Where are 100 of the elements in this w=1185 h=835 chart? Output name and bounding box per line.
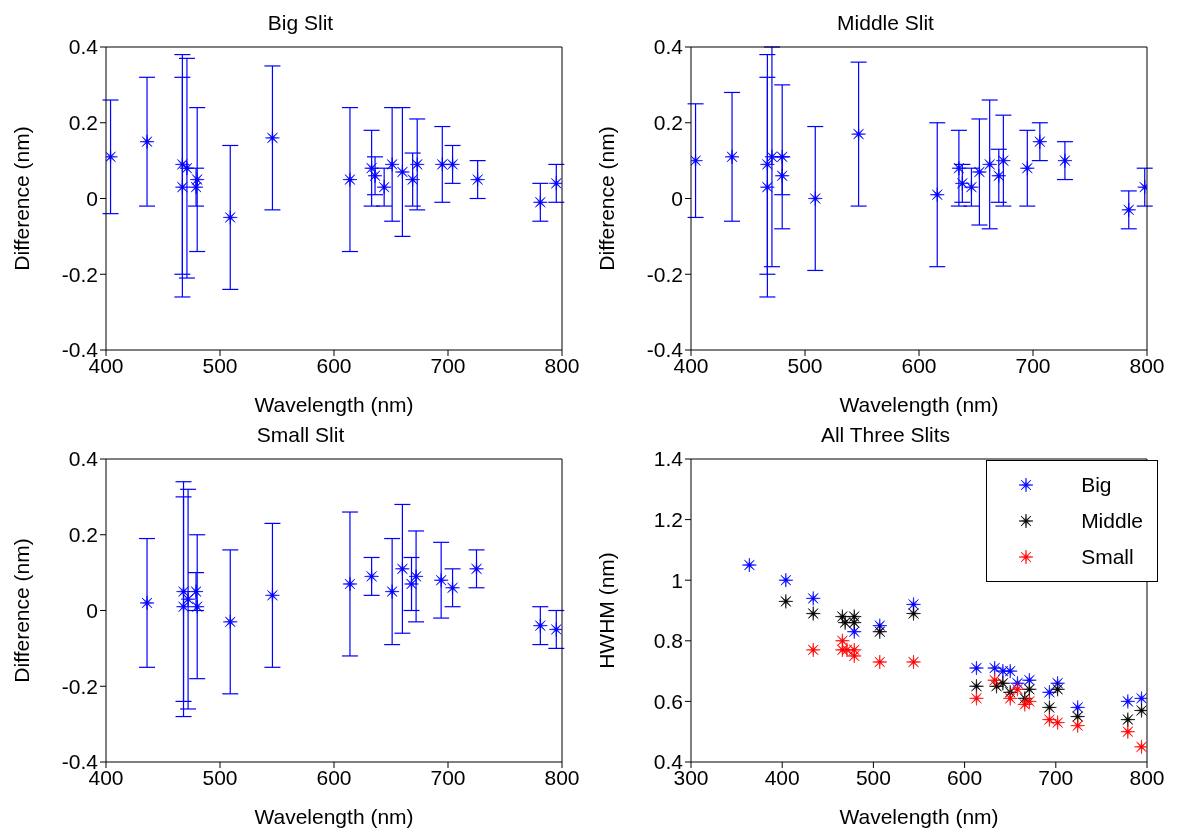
point: [987, 672, 1002, 688]
y-tick-label: 0: [671, 186, 683, 210]
point: [906, 654, 921, 670]
point: [1002, 691, 1018, 706]
legend-label: Middle: [1081, 509, 1143, 533]
point: [404, 576, 419, 592]
point: [1070, 718, 1085, 733]
y-tick-label: 1: [671, 568, 683, 592]
point: [760, 157, 775, 172]
point: [549, 622, 562, 637]
x-tick-label: 700: [1038, 765, 1074, 789]
point: [1134, 739, 1147, 755]
y-tick-label: 1.2: [653, 508, 683, 532]
x-tick-label: 800: [1129, 353, 1165, 377]
point: [342, 172, 358, 187]
point: [1134, 691, 1147, 706]
x-tick-label: 600: [316, 765, 352, 789]
chart-title: Big Slit: [267, 11, 334, 34]
y-tick-label: 0.4: [68, 447, 99, 471]
point: [760, 179, 775, 195]
point: [189, 599, 205, 615]
point: [724, 149, 740, 165]
x-tick-label: 500: [202, 353, 238, 377]
y-axis-title: HWHM (nm): [595, 552, 619, 669]
point: [265, 130, 280, 146]
point: [851, 126, 866, 142]
y-tick-label: -0.2: [646, 262, 683, 286]
point: [1022, 672, 1037, 688]
point: [222, 614, 238, 630]
point: [991, 168, 1007, 184]
y-tick-label: 0.4: [653, 35, 684, 59]
point: [1042, 700, 1057, 715]
point: [774, 168, 790, 184]
chart-title: All Three Slits: [820, 423, 951, 446]
y-tick-label: 0.4: [68, 35, 99, 59]
point: [778, 572, 794, 588]
x-tick-label: 800: [1129, 765, 1165, 789]
y-tick-label: 0.2: [68, 523, 98, 547]
x-axis-title: Wavelength (nm): [839, 393, 999, 416]
point: [180, 591, 196, 607]
point: [774, 149, 790, 165]
x-tick-label: 400: [764, 765, 800, 789]
point: [951, 160, 967, 176]
x-tick-label: 800: [544, 353, 580, 377]
point: [906, 597, 921, 612]
point: [778, 594, 794, 609]
point: [384, 157, 400, 172]
x-axis-title: Wavelength (nm): [254, 805, 414, 828]
x-tick-label: 500: [855, 765, 891, 789]
x-tick-label: 600: [316, 353, 352, 377]
point: [969, 691, 984, 706]
chart-title: Middle Slit: [837, 11, 934, 34]
point: [176, 584, 191, 599]
y-tick-label: 0: [86, 186, 98, 210]
point: [179, 160, 195, 176]
point: [175, 179, 190, 195]
point: [969, 678, 984, 694]
x-tick-label: 700: [1015, 353, 1051, 377]
point: [265, 588, 280, 603]
x-axis-title: Wavelength (nm): [839, 805, 999, 828]
y-tick-label: -0.2: [61, 674, 98, 698]
y-tick-label: 1.4: [653, 447, 684, 471]
point: [1070, 700, 1085, 715]
point: [955, 176, 970, 191]
legend-label: Big: [1081, 473, 1112, 497]
point: [376, 179, 392, 195]
point: [342, 576, 358, 592]
point: [549, 176, 562, 191]
point: [807, 191, 823, 206]
point: [408, 569, 424, 584]
point: [996, 153, 1011, 168]
point: [470, 172, 485, 187]
point: [872, 624, 888, 640]
x-tick-label: 700: [430, 353, 466, 377]
point: [1120, 694, 1136, 709]
point: [764, 149, 780, 165]
point: [846, 615, 862, 630]
point: [1010, 681, 1025, 697]
point: [1042, 712, 1057, 727]
point: [1032, 134, 1048, 149]
point: [1050, 715, 1065, 730]
y-tick-label: 0.6: [653, 689, 683, 713]
legend-label: Small: [1081, 545, 1134, 569]
point: [846, 648, 862, 664]
y-tick-label: -0.2: [61, 262, 98, 286]
x-tick-label: 500: [202, 765, 238, 789]
point: [1057, 153, 1073, 168]
x-tick-label: 700: [430, 765, 466, 789]
point: [405, 172, 420, 187]
point: [969, 660, 984, 676]
x-axis-title: Wavelength (nm): [254, 393, 414, 416]
x-tick-label: 500: [787, 353, 823, 377]
point: [987, 660, 1002, 676]
point: [435, 157, 450, 172]
point: [1120, 712, 1136, 727]
point: [222, 210, 238, 225]
x-tick-label: 800: [544, 765, 580, 789]
point: [139, 595, 155, 611]
y-tick-label: 0.2: [653, 111, 683, 135]
point: [1070, 709, 1085, 724]
